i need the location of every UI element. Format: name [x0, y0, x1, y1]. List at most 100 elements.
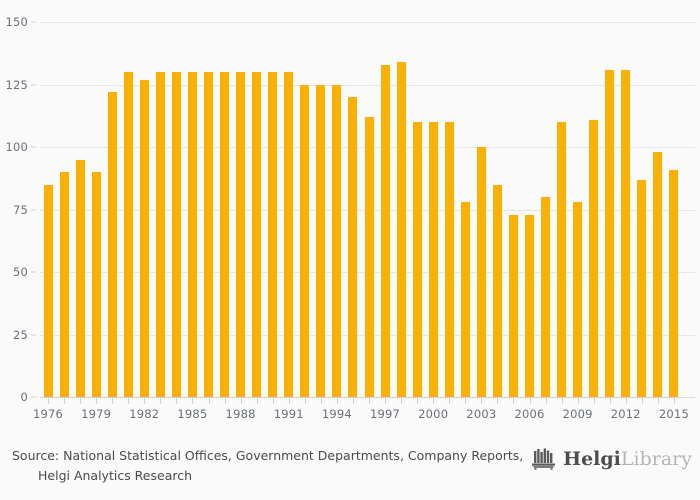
x-tick-mark	[80, 397, 82, 404]
x-tick-mark	[577, 397, 579, 404]
x-tick-mark	[529, 397, 531, 404]
x-tick-mark	[513, 397, 515, 404]
bar[interactable]	[621, 69, 631, 397]
x-tick-label: 2000	[418, 407, 449, 421]
bar[interactable]	[284, 72, 294, 397]
y-tick-mark	[31, 209, 36, 210]
x-tick-label: 2003	[466, 407, 497, 421]
bar[interactable]	[396, 62, 406, 397]
x-tick-mark	[128, 397, 130, 404]
x-tick-label: 2006	[514, 407, 545, 421]
bar[interactable]	[541, 197, 551, 397]
bar[interactable]	[669, 169, 679, 397]
bar[interactable]	[300, 84, 310, 397]
bar[interactable]	[380, 64, 390, 397]
bar[interactable]	[236, 72, 246, 397]
y-tick-mark	[31, 21, 36, 23]
bar[interactable]	[204, 72, 213, 397]
x-tick-mark	[320, 397, 322, 404]
x-tick-mark	[288, 397, 290, 404]
library-books-icon	[532, 448, 556, 470]
bar[interactable]	[187, 72, 197, 397]
x-tick-mark	[417, 397, 419, 404]
bar-series	[40, 22, 695, 397]
source-note-line1: Source: National Statistical Offices, Go…	[12, 448, 524, 463]
y-tick-label: 100	[5, 140, 28, 154]
x-axis-line	[40, 397, 681, 398]
x-tick-mark	[64, 397, 66, 404]
bar[interactable]	[525, 214, 534, 397]
bar[interactable]	[460, 202, 470, 397]
x-tick-label: 1991	[273, 407, 304, 421]
x-tick-mark	[48, 397, 49, 404]
y-tick-label: 50	[12, 265, 28, 279]
x-tick-mark	[545, 397, 547, 404]
bar[interactable]	[171, 72, 181, 397]
helgi-library-logo[interactable]: HelgiLibrary	[531, 448, 692, 470]
bar[interactable]	[252, 72, 262, 397]
x-tick-mark	[401, 397, 403, 404]
x-tick-label: 1976	[32, 407, 64, 421]
x-tick-label: 1982	[129, 407, 160, 421]
x-tick-label: 2012	[610, 407, 641, 421]
logo-wordmark-secondary: Library	[620, 447, 692, 470]
logo-wordmark-primary: Helgi	[563, 447, 621, 470]
bar[interactable]	[75, 159, 85, 397]
bar[interactable]	[637, 179, 647, 397]
bar[interactable]	[268, 72, 278, 397]
bar[interactable]	[123, 72, 133, 397]
bar[interactable]	[220, 72, 230, 397]
bar[interactable]	[316, 84, 326, 397]
x-tick-mark	[272, 397, 274, 404]
bar[interactable]	[557, 122, 567, 397]
gridline	[40, 84, 695, 86]
gridline	[40, 22, 695, 23]
x-tick-mark	[609, 397, 611, 404]
x-tick-mark	[192, 397, 194, 404]
x-tick-mark	[208, 397, 210, 404]
x-tick-mark	[561, 397, 563, 404]
x-tick-mark	[481, 397, 483, 404]
bar[interactable]	[476, 147, 486, 397]
bar[interactable]	[107, 92, 117, 397]
bar[interactable]	[508, 214, 518, 397]
plot-area	[40, 22, 695, 398]
x-tick-mark	[144, 397, 146, 404]
x-tick-mark	[641, 397, 643, 404]
bar[interactable]	[59, 172, 69, 397]
bar[interactable]	[412, 122, 422, 397]
x-tick-mark	[369, 397, 370, 404]
bar[interactable]	[91, 172, 101, 397]
x-tick-label: 2015	[658, 407, 689, 421]
bar[interactable]	[589, 119, 599, 397]
y-tick-label: 125	[5, 77, 28, 92]
x-tick-label: 1985	[177, 407, 208, 421]
bar[interactable]	[428, 122, 438, 397]
y-tick-label: 25	[12, 327, 28, 342]
x-tick-mark	[657, 397, 659, 404]
bar[interactable]	[348, 97, 358, 397]
bar[interactable]	[492, 184, 502, 397]
bar[interactable]	[653, 152, 663, 397]
bar[interactable]	[364, 117, 374, 397]
y-tick-mark	[31, 271, 36, 273]
bar[interactable]	[605, 69, 615, 397]
y-tick-label: 75	[12, 202, 28, 217]
x-tick-mark	[176, 397, 178, 404]
x-tick-mark	[352, 397, 354, 404]
y-tick-label: 150	[5, 15, 28, 29]
bar[interactable]	[332, 84, 342, 397]
x-tick-label: 1994	[321, 407, 352, 421]
x-tick-label: 2009	[562, 407, 593, 421]
bar[interactable]	[573, 202, 583, 397]
x-tick-mark	[465, 397, 467, 404]
x-tick-mark	[385, 397, 387, 404]
bar[interactable]	[139, 79, 149, 397]
x-tick-mark	[112, 397, 114, 404]
bar[interactable]	[444, 122, 454, 397]
bar[interactable]	[43, 184, 53, 397]
x-tick-label: 1979	[81, 407, 112, 421]
bar[interactable]	[155, 72, 165, 397]
chart-footer: Source: National Statistical Offices, Go…	[0, 440, 700, 500]
